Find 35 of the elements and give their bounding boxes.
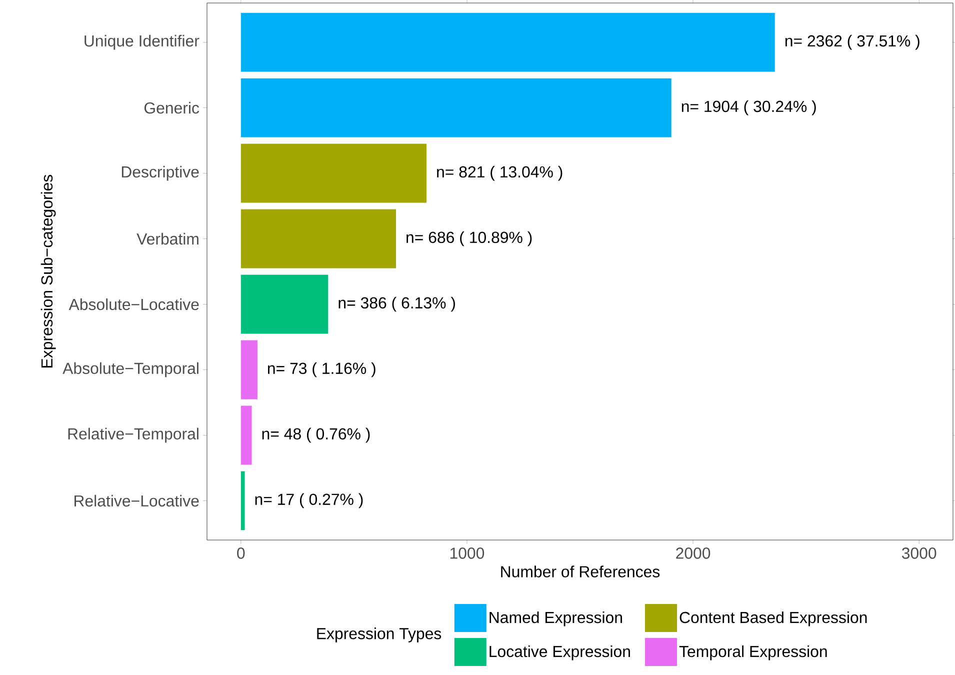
bar — [240, 406, 252, 465]
legend-title: Expression Types — [317, 628, 442, 642]
x-tick-label: 0 — [237, 548, 245, 559]
bar — [240, 471, 245, 530]
x-axis-title: Number of References — [501, 566, 660, 578]
x-tick-label: 1000 — [450, 548, 484, 559]
data-label: n= 386 ( 6.13% ) — [338, 296, 455, 312]
y-tick-label: Descriptive — [122, 166, 199, 181]
y-tick-label: Generic — [144, 102, 200, 114]
bar — [240, 12, 775, 72]
data-label: n= 48 ( 0.76% ) — [262, 428, 370, 443]
x-tick-label: 3000 — [902, 548, 936, 559]
bar — [240, 209, 396, 268]
legend-label: Content Based Expression — [680, 611, 867, 626]
legend-label: Locative Expression — [490, 645, 630, 660]
legend-label: Temporal Expression — [679, 645, 827, 660]
data-label: n= 17 ( 0.27% ) — [255, 493, 363, 508]
y-tick-label: Absolute−Locative — [68, 298, 199, 310]
y-tick-label: Unique Identifier — [84, 34, 200, 50]
data-label: n= 686 ( 10.89% ) — [406, 231, 532, 246]
data-label: n= 821 ( 13.04% ) — [437, 166, 562, 181]
y-tick-label: Verbatim — [136, 232, 198, 245]
y-tick-label: Relative−Temporal — [68, 428, 198, 443]
y-tick-label: Absolute−Temporal — [62, 362, 198, 378]
data-label: n= 2362 ( 37.51% ) — [785, 34, 920, 50]
bar — [240, 144, 427, 203]
x-tick-label: 2000 — [676, 548, 710, 559]
bar — [240, 274, 328, 334]
bar — [240, 340, 258, 400]
data-label: n= 1904 ( 30.24% ) — [682, 100, 816, 116]
bar — [240, 78, 672, 138]
data-label: n= 73 ( 1.16% ) — [268, 362, 376, 378]
legend-label: Named Expression — [490, 611, 622, 626]
y-tick-label: Relative−Locative — [74, 494, 199, 507]
y-axis-title: Expression Sub−categories — [40, 174, 56, 368]
